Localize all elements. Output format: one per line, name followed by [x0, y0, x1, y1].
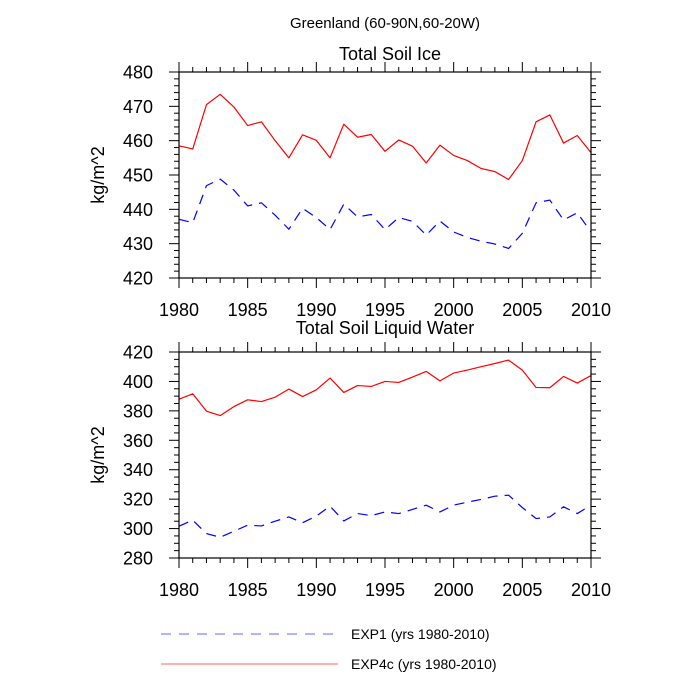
y-tick-label: 380: [123, 401, 153, 421]
y-axis-label: kg/m^2: [88, 426, 108, 483]
y-tick-label: 300: [123, 519, 153, 539]
y-tick-label: 420: [123, 269, 153, 289]
legend-item-exp4c: EXP4c (yrs 1980-2010): [161, 656, 497, 672]
plot-frame: [178, 71, 592, 279]
x-tick-label: 2010: [571, 580, 611, 600]
axis-tick-labels: 1980 1985 1990 1995 2000 2005 2010 420 430 440 450…: [123, 63, 611, 321]
series-line-exp1: [178, 494, 592, 538]
x-tick-label: 1995: [365, 580, 405, 600]
y-tick-label: 320: [123, 490, 153, 510]
x-tick-label: 2000: [434, 580, 474, 600]
legend-item-exp1: EXP1 (yrs 1980-2010): [161, 626, 490, 642]
y-tick-label: 440: [123, 200, 153, 220]
series-line-exp4c: [178, 93, 592, 181]
panel-total-soil-ice: Total Soil Ice kg/m^2 1980 1985 1990 1995 20…: [88, 44, 611, 320]
x-tick-label: 2005: [502, 580, 542, 600]
y-tick-label: 430: [123, 234, 153, 254]
x-tick-label: 2000: [434, 300, 474, 320]
panel-title: Total Soil Liquid Water: [296, 318, 474, 338]
x-tick-label: 1985: [228, 580, 268, 600]
legend-label-exp4c: EXP4c (yrs 1980-2010): [351, 656, 497, 672]
x-tick-label: 2005: [502, 300, 542, 320]
series-line-exp1: [178, 178, 592, 250]
y-axis-label: kg/m^2: [88, 146, 108, 203]
y-tick-label: 480: [123, 63, 153, 83]
series-lines: [178, 359, 592, 538]
legend: EXP1 (yrs 1980-2010) EXP4c (yrs 1980-201…: [161, 626, 497, 672]
y-tick-label: 340: [123, 460, 153, 480]
y-tick-label: 470: [123, 97, 153, 117]
figure-title: Greenland (60-90N,60-20W): [290, 15, 480, 32]
y-tick-label: 360: [123, 431, 153, 451]
y-tick-label: 420: [123, 343, 153, 363]
series-line-exp4c: [178, 359, 592, 417]
x-tick-label: 1985: [228, 300, 268, 320]
x-tick-label: 1990: [296, 580, 336, 600]
series-lines: [178, 93, 592, 250]
x-tick-label: 2010: [571, 300, 611, 320]
y-tick-label: 460: [123, 131, 153, 151]
x-tick-label: 1990: [296, 300, 336, 320]
panel-total-soil-liquid-water: Total Soil Liquid Water kg/m^2 1980 1985 1…: [88, 318, 611, 600]
plot-frame: [178, 351, 592, 559]
panel-title: Total Soil Ice: [339, 44, 441, 64]
x-tick-label: 1995: [365, 300, 405, 320]
axis-ticks: [169, 342, 601, 568]
y-tick-label: 450: [123, 166, 153, 186]
axis-ticks: [169, 62, 601, 288]
legend-label-exp1: EXP1 (yrs 1980-2010): [351, 626, 490, 642]
y-tick-label: 400: [123, 372, 153, 392]
axis-tick-labels: 1980 1985 1990 1995 2000 2005 2010 280 300 320 340…: [123, 343, 611, 601]
x-tick-label: 1980: [159, 300, 199, 320]
y-tick-label: 280: [123, 549, 153, 569]
x-tick-label: 1980: [159, 580, 199, 600]
